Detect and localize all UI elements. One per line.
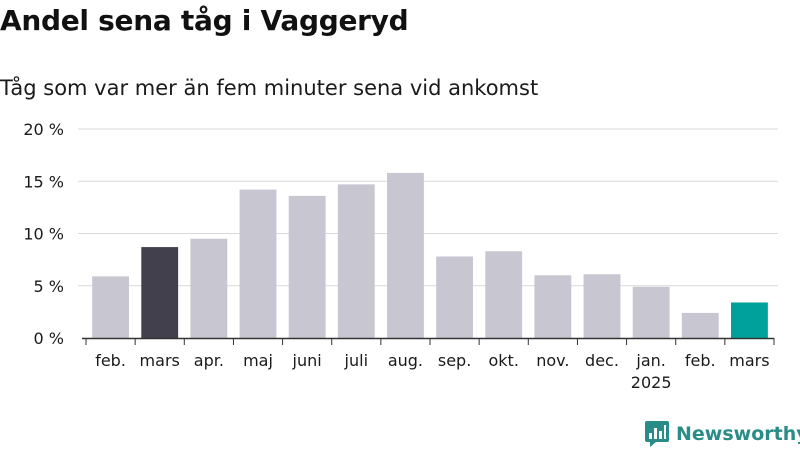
x-tick-label: nov. bbox=[536, 351, 569, 370]
newsworthy-logo-icon bbox=[645, 421, 669, 447]
bar bbox=[239, 189, 277, 338]
x-tick-label: juli bbox=[344, 351, 368, 370]
chart-title: Andel sena tåg i Vaggeryd bbox=[0, 4, 409, 37]
x-tick-label: apr. bbox=[194, 351, 224, 370]
grid-lines bbox=[78, 128, 778, 287]
bar bbox=[632, 286, 670, 338]
y-tick-label: 5 % bbox=[34, 277, 64, 296]
bar-chart: 0 % 5 % 10 % 15 % 20 % feb. mars apr. maj juni ju… bbox=[23, 120, 778, 392]
x-tick-sublabel: 2025 bbox=[631, 373, 672, 392]
bars bbox=[92, 172, 768, 338]
x-tick-label: aug. bbox=[388, 351, 423, 370]
bar bbox=[288, 195, 326, 338]
bar bbox=[92, 276, 129, 338]
chart-subtitle: Tåg som var mer än fem minuter sena vid … bbox=[0, 76, 539, 100]
y-tick-label: 20 % bbox=[23, 120, 64, 139]
x-tick-label: sep. bbox=[438, 351, 471, 370]
bar bbox=[731, 302, 768, 338]
x-tick-label: feb. bbox=[95, 351, 126, 370]
x-tick-label: mars bbox=[729, 351, 769, 370]
y-tick-label: 10 % bbox=[23, 225, 64, 244]
brand-name: Newsworthy bbox=[676, 423, 800, 445]
bar bbox=[337, 184, 375, 338]
bar bbox=[190, 238, 228, 338]
bar bbox=[534, 275, 572, 338]
bar bbox=[485, 251, 523, 338]
x-tick-label: feb. bbox=[685, 351, 716, 370]
bar bbox=[583, 274, 621, 338]
y-tick-label: 0 % bbox=[34, 329, 64, 348]
x-tick-label: mars bbox=[140, 351, 180, 370]
bar bbox=[681, 312, 719, 338]
x-tick-label: dec. bbox=[585, 351, 619, 370]
y-axis-ticks: 0 % 5 % 10 % 15 % 20 % bbox=[23, 120, 64, 348]
bar bbox=[436, 256, 473, 338]
x-tick-label: juni bbox=[292, 351, 322, 370]
x-tick-label: okt. bbox=[489, 351, 519, 370]
x-tick-label: jan. bbox=[635, 351, 665, 370]
x-tick-label: maj bbox=[243, 351, 273, 370]
y-tick-label: 15 % bbox=[23, 172, 64, 191]
newsworthy-logo: Newsworthy bbox=[644, 420, 800, 448]
x-axis-ticks: feb. mars apr. maj juni juli aug. sep. okt. nov. d… bbox=[85, 338, 775, 392]
bar bbox=[141, 247, 179, 338]
bar bbox=[387, 172, 424, 338]
